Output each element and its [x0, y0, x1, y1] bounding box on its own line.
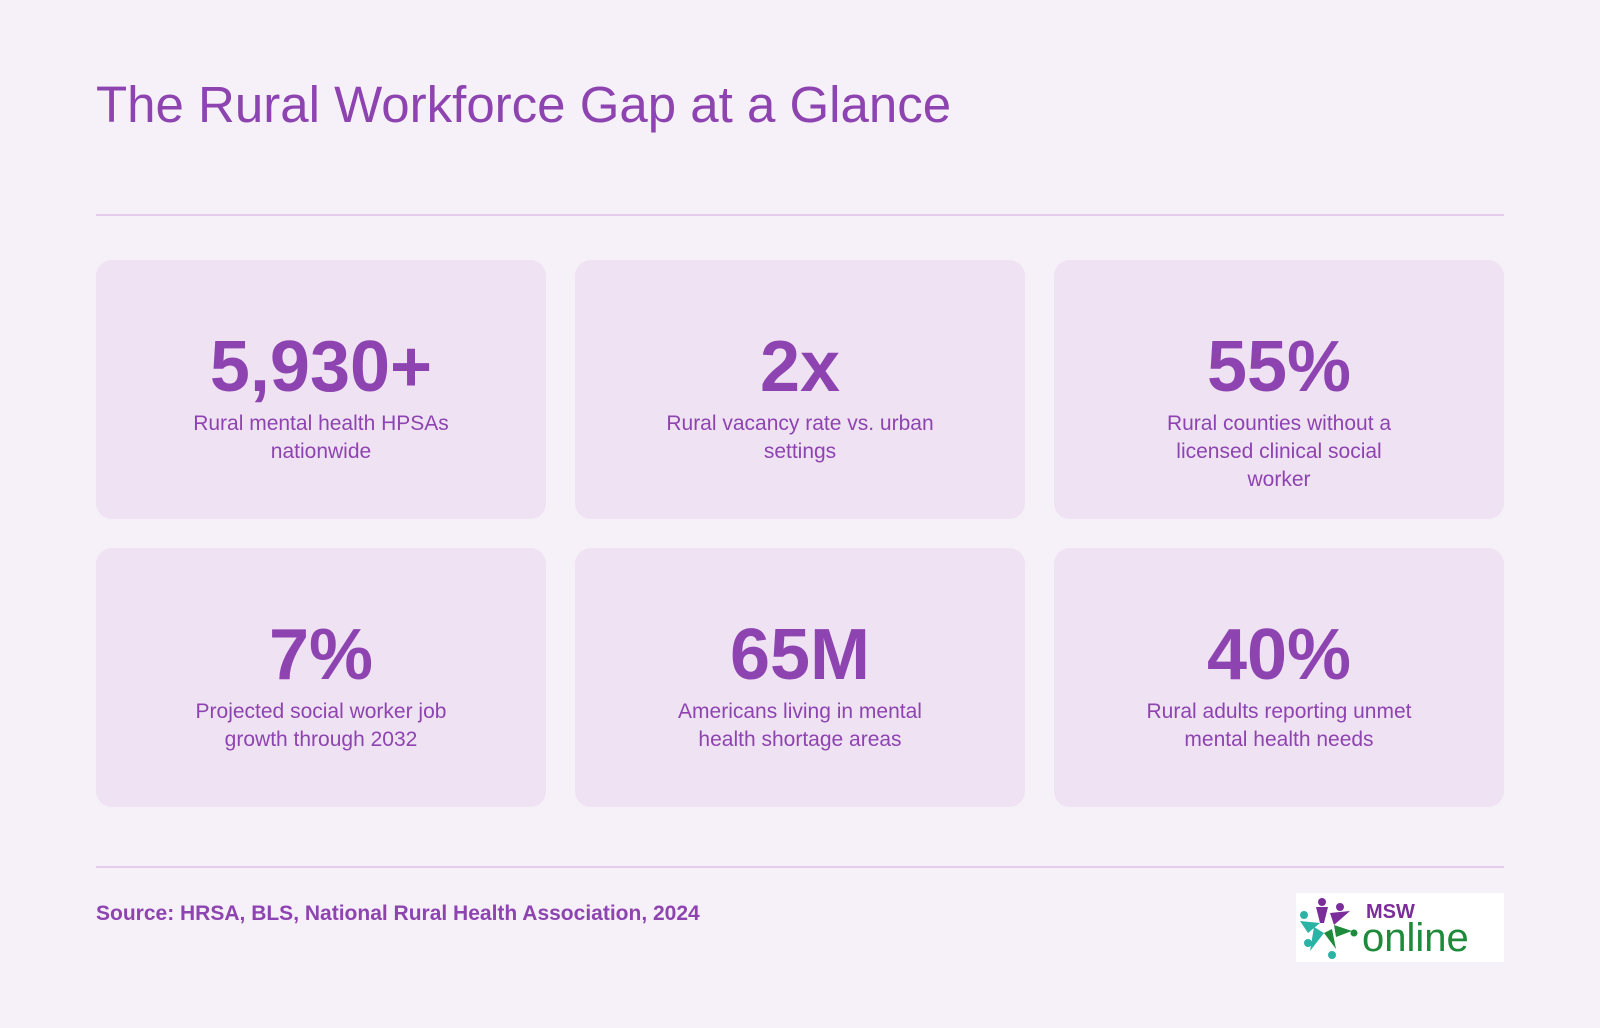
stat-value: 5,930+ [209, 327, 433, 407]
stat-card-counties: 55% Rural counties without a licensed cl… [1054, 260, 1504, 519]
logo-online-text: online [1362, 916, 1469, 960]
footer-divider [96, 866, 1504, 868]
stat-card-vacancy-rate: 2x Rural vacancy rate vs. urban settings [575, 260, 1025, 519]
stat-label: Rural vacancy rate vs. urban settings [666, 412, 934, 463]
stat-label: Projected social worker job growth throu… [195, 700, 447, 751]
stat-card-job-growth: 7% Projected social worker job growth th… [96, 548, 546, 807]
stat-card-shortage-areas: 65M Americans living in mental health sh… [575, 548, 1025, 807]
logo-graphic: MSW online [1300, 898, 1469, 960]
stat-value: 55% [1206, 327, 1352, 407]
stat-value: 2x [759, 327, 841, 407]
stat-value: 7% [268, 615, 374, 695]
stats-grid: 5,930+ Rural mental health HPSAs nationw… [96, 260, 1504, 807]
stat-label: Rural adults reporting unmet mental heal… [1146, 700, 1412, 751]
stat-label: Americans living in mental health shorta… [678, 700, 922, 751]
header-divider [96, 214, 1504, 216]
source-citation: Source: HRSA, BLS, National Rural Health… [96, 902, 700, 925]
stat-label: Rural mental health HPSAs nationwide [193, 412, 449, 463]
stat-value: 65M [729, 615, 871, 695]
stat-value: 40% [1206, 615, 1352, 695]
stat-label: Rural counties without a licensed clinic… [1166, 412, 1392, 491]
star-figures-icon [1300, 898, 1358, 959]
page-title: The Rural Workforce Gap at a Glance [96, 76, 952, 133]
msw-online-logo: MSW online [1296, 893, 1504, 962]
logo-msw-text: MSW [1366, 901, 1415, 923]
stat-card-unmet-needs: 40% Rural adults reporting unmet mental … [1054, 548, 1504, 807]
stat-card-hpsas: 5,930+ Rural mental health HPSAs nationw… [96, 260, 546, 519]
